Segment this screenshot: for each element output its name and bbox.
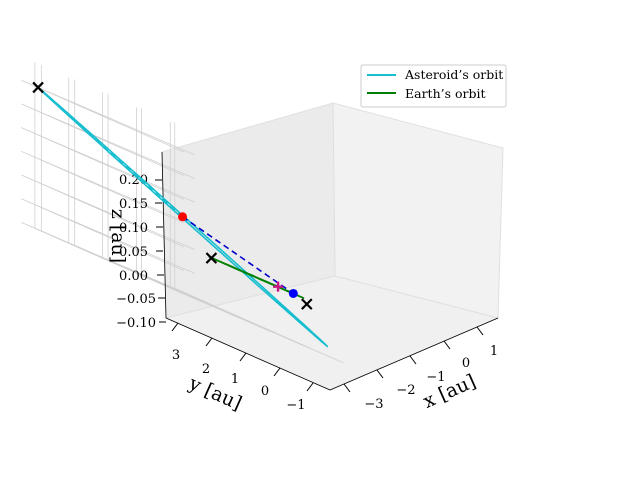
marker-x-4	[301, 298, 313, 310]
z-ticks	[155, 179, 166, 323]
y-axis-line	[165, 317, 331, 391]
x-ticks	[343, 326, 484, 393]
grid-z	[21, 103, 195, 179]
marker-point-1	[288, 288, 298, 298]
grid-z	[21, 174, 195, 250]
marker-x-3	[205, 252, 218, 264]
y-tick-0: 0	[261, 384, 269, 399]
x-tick-0: 0	[462, 356, 470, 371]
x-tick--2: −2	[396, 383, 415, 398]
y-tick-1: 1	[231, 372, 239, 387]
y-tick-2: 2	[202, 362, 210, 377]
legend-label-asteroid: Asteroid’s orbit	[404, 67, 503, 82]
y-tick-3: 3	[172, 348, 180, 363]
legend-label-earth: Earth’s orbit	[405, 86, 486, 101]
y-tick--1: −1	[286, 398, 305, 413]
z-tick--0.05: −0.05	[116, 292, 156, 307]
x-tick--3: −3	[364, 397, 383, 412]
x-tick-1: 1	[490, 344, 498, 359]
grid-z	[21, 79, 195, 156]
z-tick-0.15: 0.15	[119, 197, 148, 212]
z-tick-0.10: 0.10	[119, 221, 148, 236]
orbit-lines	[37, 86, 328, 348]
sun-line-dashed	[182, 216, 294, 295]
asteroid-axis-dashed	[37, 86, 184, 218]
x-tick--1: −1	[426, 370, 445, 385]
asteroid-orbit-line	[37, 86, 328, 348]
markers	[32, 81, 313, 310]
earth-orbit-line	[208, 255, 305, 300]
grid-z	[21, 198, 195, 274]
marker-x-2	[32, 81, 44, 94]
z-tick-0.20: 0.20	[119, 173, 148, 188]
z-tick-0.00: 0.00	[119, 269, 148, 284]
y-ticks	[171, 322, 314, 392]
marker-point-0	[178, 212, 188, 222]
z-axis-title: z [au]	[107, 209, 129, 263]
legend-box	[360, 64, 507, 108]
grid-z	[21, 222, 195, 298]
x-axis-line	[329, 317, 499, 391]
grid-z	[21, 150, 195, 227]
z-tick-0.05: 0.05	[119, 245, 148, 260]
z-axis-line	[161, 151, 167, 319]
grid-lines	[21, 62, 344, 364]
z-tick--0.10: −0.10	[116, 316, 156, 331]
marker-plus-5	[273, 281, 284, 292]
legend: Asteroid’s orbit Earth’s orbit	[360, 64, 507, 108]
